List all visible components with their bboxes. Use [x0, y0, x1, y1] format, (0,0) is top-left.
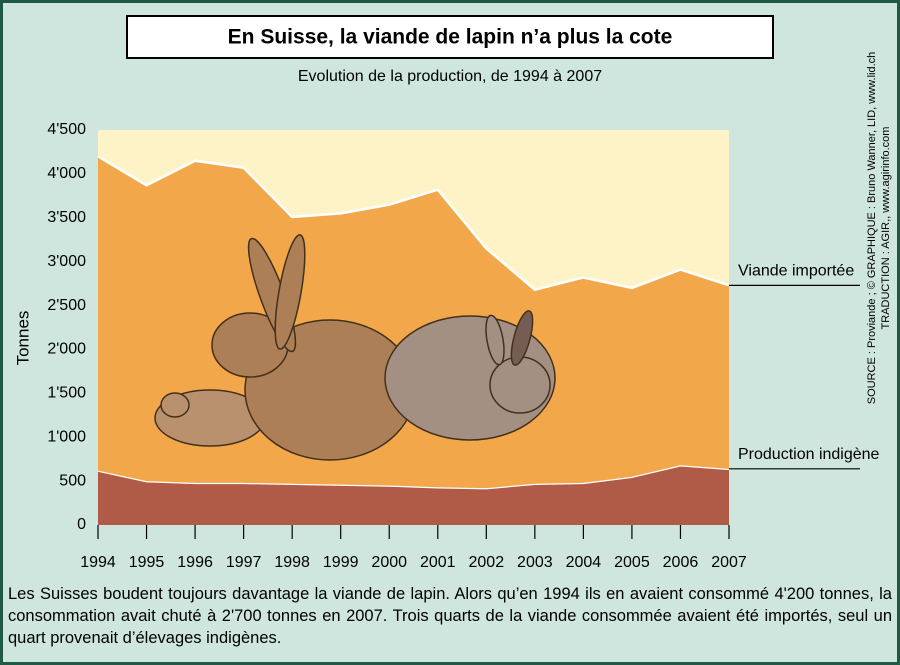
x-tick-label: 1994: [80, 554, 116, 571]
legend-label: Viande importée: [738, 263, 854, 280]
rabbit-illustration: [154, 234, 556, 461]
caption: Les Suisses boudent toujours davantage l…: [8, 585, 892, 647]
x-tick-label: 1995: [129, 554, 165, 571]
x-tick-label: 2000: [371, 554, 407, 571]
x-tick-label: 1996: [177, 554, 213, 571]
source: TRADUCTION : AGIR,, www.agirinfo.com: [880, 127, 892, 330]
y-axis-label: Tonnes: [13, 311, 32, 366]
rabbit-ear: [274, 234, 306, 350]
chart-subtitle: Evolution de la production, de 1994 à 20…: [298, 68, 602, 85]
x-tick-label: 1998: [274, 554, 310, 571]
title-box: [126, 15, 774, 59]
chart-title: En Suisse, la viande de lapin n’a plus l…: [228, 26, 673, 49]
y-tick-label: 2'500: [47, 297, 86, 314]
y-tick-label: 2'000: [47, 341, 86, 358]
x-tick-label: 2003: [517, 554, 553, 571]
legend-label: Production indigène: [738, 446, 880, 463]
y-tick-label: 1'000: [47, 428, 86, 445]
x-tick-label: 2006: [663, 554, 699, 571]
x-tick-label: 2005: [614, 554, 650, 571]
y-tick-label: 1'500: [47, 385, 86, 402]
y-tick-label: 0: [77, 516, 86, 533]
y-tick-label: 4'500: [47, 121, 86, 138]
source: SOURCE : Proviande ; © GRAPHIQUE : Bruno…: [866, 52, 878, 404]
y-tick-label: 3'000: [47, 253, 86, 270]
y-tick-label: 4'000: [47, 165, 86, 182]
x-tick-label: 1999: [323, 554, 359, 571]
y-tick-label: 500: [59, 472, 86, 489]
x-tick-label: 2004: [566, 554, 602, 571]
area-top-line: [97, 155, 730, 292]
area: [98, 465, 729, 525]
rabbit-ear: [510, 310, 534, 366]
x-tick-label: 2002: [469, 554, 505, 571]
rabbit-body: [160, 392, 190, 418]
rabbit-ear: [485, 314, 505, 366]
x-tick-label: 2001: [420, 554, 456, 571]
x-tick-label: 2007: [711, 554, 747, 571]
y-tick-label: 3'500: [47, 209, 86, 226]
x-tick-label: 1997: [226, 554, 262, 571]
